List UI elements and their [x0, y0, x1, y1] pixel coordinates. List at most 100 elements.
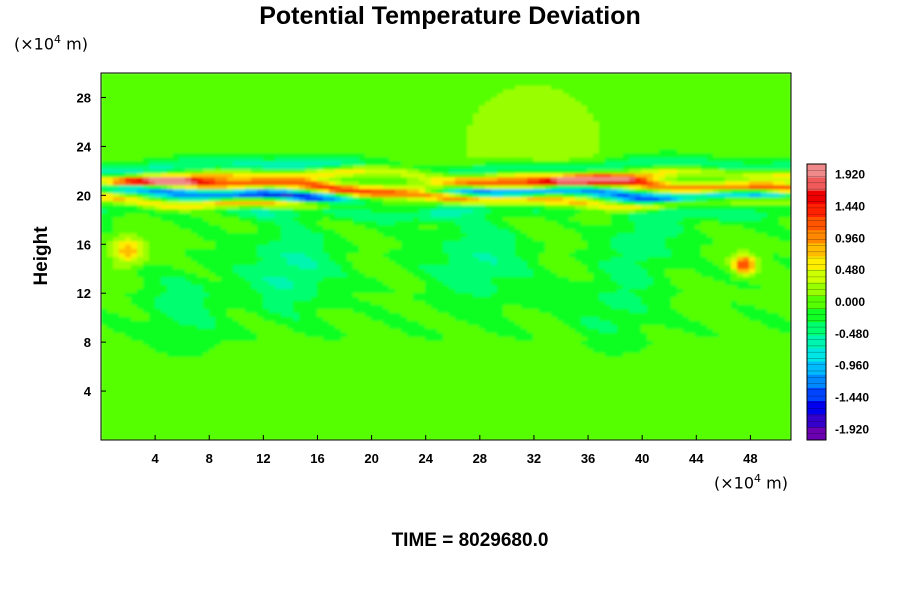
heatmap-cell	[371, 284, 378, 290]
heatmap-cell	[257, 356, 264, 361]
heatmap-cell	[299, 324, 306, 329]
heatmap-cell	[599, 312, 606, 317]
heatmap-cell	[575, 332, 582, 337]
heatmap-cell	[389, 368, 396, 373]
heatmap-cell	[449, 272, 456, 278]
heatmap-cell	[287, 384, 294, 389]
heatmap-cell	[131, 368, 138, 373]
heatmap-cell	[401, 420, 408, 425]
heatmap-cell	[329, 292, 336, 297]
heatmap-cell	[215, 348, 222, 353]
heatmap-cell	[293, 388, 300, 393]
heatmap-cell	[113, 380, 120, 385]
heatmap-cell	[599, 424, 606, 429]
heatmap-cell	[377, 336, 384, 341]
heatmap-cell	[335, 392, 342, 397]
heatmap-cell	[311, 416, 318, 421]
heatmap-cell	[515, 400, 522, 405]
heatmap-cell	[689, 392, 696, 397]
heatmap-cell	[767, 316, 774, 321]
heatmap-cell	[101, 372, 108, 377]
heatmap-cell	[479, 380, 486, 385]
heatmap-cell	[725, 412, 732, 417]
heatmap-cell	[635, 308, 642, 313]
heatmap-cell	[593, 296, 600, 301]
heatmap-cell	[575, 428, 582, 433]
heatmap-cell	[383, 428, 390, 433]
heatmap-cell	[785, 312, 791, 317]
heatmap-cell	[167, 376, 174, 381]
heatmap-cell	[323, 300, 330, 305]
heatmap-cell	[773, 424, 780, 429]
heatmap-cell	[635, 352, 642, 357]
heatmap-cell	[203, 396, 210, 401]
heatmap-cell	[251, 308, 258, 313]
heatmap-cell	[329, 348, 336, 353]
heatmap-cell	[647, 304, 654, 309]
heatmap-cell	[695, 336, 702, 341]
heatmap-cell	[779, 412, 786, 417]
heatmap-cell	[281, 348, 288, 353]
heatmap-cell	[665, 380, 672, 385]
heatmap-cell	[695, 356, 702, 361]
heatmap-cell	[557, 364, 564, 369]
heatmap-cell	[749, 364, 756, 369]
heatmap-cell	[143, 276, 150, 282]
heatmap-cell	[551, 324, 558, 329]
heatmap-cell	[299, 372, 306, 377]
heatmap-cell	[113, 396, 120, 401]
heatmap-cell	[569, 324, 576, 329]
heatmap-cell	[443, 384, 450, 389]
heatmap-cell	[137, 280, 144, 286]
heatmap-cell	[251, 328, 258, 333]
heatmap-cell	[209, 268, 216, 274]
heatmap-cell	[215, 328, 222, 333]
heatmap-cell	[173, 424, 180, 429]
heatmap-cell	[191, 408, 198, 413]
heatmap-cell	[239, 280, 246, 286]
heatmap-cell	[707, 340, 714, 345]
heatmap-cell	[269, 376, 276, 381]
heatmap-cell	[719, 276, 726, 282]
heatmap-cell	[569, 364, 576, 369]
heatmap-cell	[281, 300, 288, 305]
heatmap-cell	[629, 384, 636, 389]
heatmap-cell	[245, 304, 252, 309]
heatmap-cell	[497, 340, 504, 345]
heatmap-cell	[785, 376, 791, 381]
heatmap-cell	[467, 300, 474, 305]
heatmap-cell	[293, 292, 300, 297]
heatmap-cell	[209, 332, 216, 337]
heatmap-cell	[275, 280, 282, 286]
heatmap-cell	[389, 396, 396, 401]
heatmap-cell	[449, 396, 456, 401]
heatmap-cell	[167, 264, 174, 270]
heatmap-cell	[449, 404, 456, 409]
heatmap-cell	[185, 336, 192, 341]
heatmap-cell	[149, 412, 156, 417]
heatmap-cell	[707, 300, 714, 305]
heatmap-cell	[539, 316, 546, 321]
heatmap-cell	[431, 324, 438, 329]
heatmap-cell	[329, 296, 336, 301]
heatmap-cell	[707, 324, 714, 329]
heatmap-cell	[107, 436, 114, 440]
heatmap-cell	[239, 340, 246, 345]
heatmap-cell	[275, 360, 282, 365]
heatmap-cell	[227, 348, 234, 353]
heatmap-cell	[707, 316, 714, 321]
heatmap-cell	[371, 436, 378, 440]
heatmap-cell	[593, 364, 600, 369]
heatmap-cell	[101, 292, 108, 297]
heatmap-cell	[245, 324, 252, 329]
heatmap-cell	[185, 372, 192, 377]
heatmap-cell	[767, 300, 774, 305]
heatmap-cell	[695, 300, 702, 305]
heatmap-cell	[575, 304, 582, 309]
heatmap-cell	[155, 384, 162, 389]
heatmap-cell	[539, 292, 546, 297]
heatmap-cell	[269, 372, 276, 377]
heatmap-cell	[557, 280, 564, 286]
heatmap-cell	[623, 392, 630, 397]
heatmap-cell	[599, 360, 606, 365]
